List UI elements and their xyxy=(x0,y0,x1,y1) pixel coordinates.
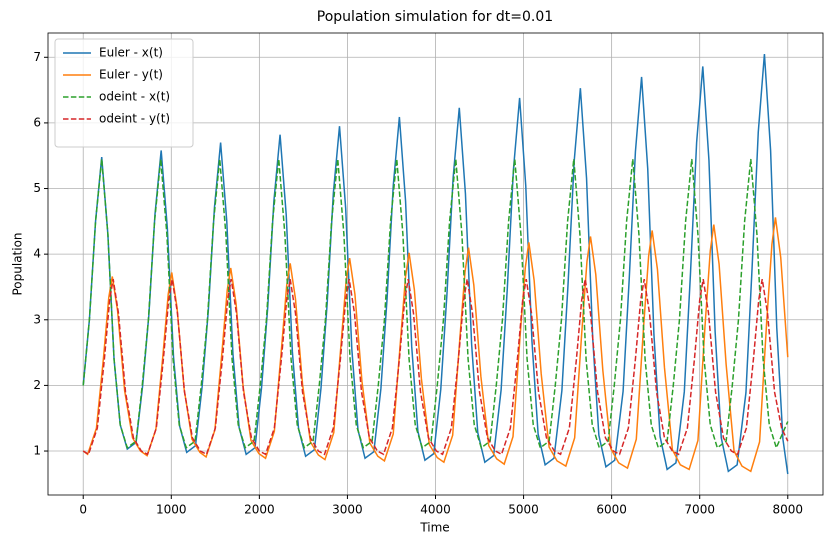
y-tick-label: 1 xyxy=(33,444,41,458)
x-tick-label: 6000 xyxy=(596,503,627,517)
series-line xyxy=(82,217,789,473)
x-tick-label: 1000 xyxy=(156,503,187,517)
y-tick-label: 2 xyxy=(33,378,41,392)
series-line xyxy=(82,53,789,475)
x-tick-label: 3000 xyxy=(332,503,363,517)
y-axis-label: Population xyxy=(11,232,25,295)
chart-title: Population simulation for dt=0.01 xyxy=(317,9,553,25)
legend-box xyxy=(54,38,194,148)
y-tick-label: 6 xyxy=(33,115,41,129)
x-tick-label: 2000 xyxy=(244,503,275,517)
y-tick-label: 3 xyxy=(33,312,41,326)
x-tick-label: 5000 xyxy=(508,503,539,517)
y-tick-label: 4 xyxy=(33,247,41,261)
legend-label: Euler - x(t) xyxy=(99,46,163,60)
x-tick-label: 4000 xyxy=(420,503,451,517)
series-line xyxy=(82,278,789,456)
x-tick-label: 8000 xyxy=(772,503,803,517)
plot-frame xyxy=(47,32,824,496)
x-tick-label: 7000 xyxy=(684,503,715,517)
y-tick-label: 7 xyxy=(33,50,41,64)
legend-label: Euler - y(t) xyxy=(99,68,163,82)
legend-label: odeint - y(t) xyxy=(99,112,170,126)
x-axis-label: Time xyxy=(419,521,449,535)
series-line xyxy=(82,158,789,450)
legend-label: odeint - x(t) xyxy=(99,90,170,104)
y-tick-label: 5 xyxy=(33,181,41,195)
x-tick-label: 0 xyxy=(79,503,87,517)
